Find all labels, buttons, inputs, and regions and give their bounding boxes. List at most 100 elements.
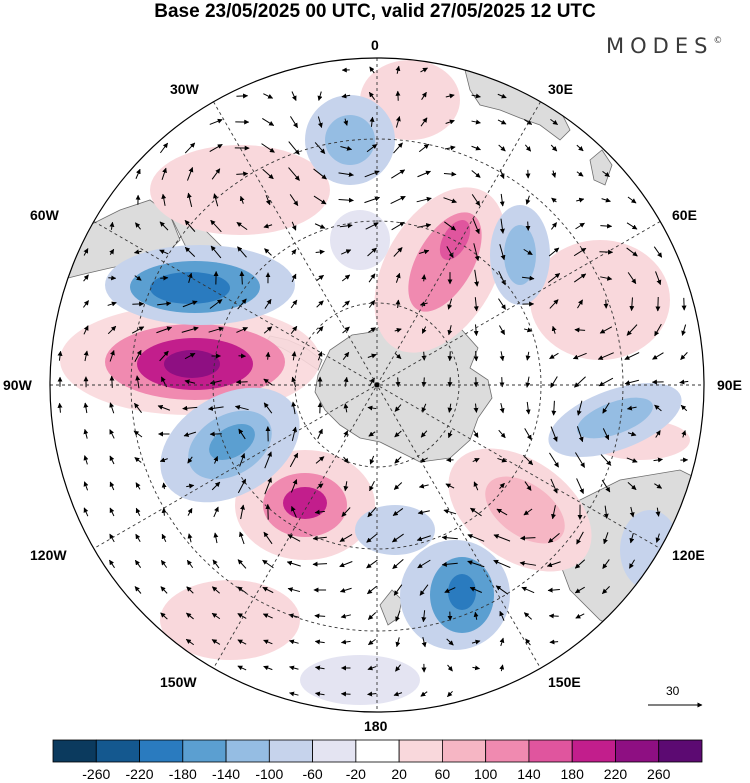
wind-vector <box>316 326 324 334</box>
wind-vector <box>369 455 375 465</box>
wind-vector <box>549 639 559 645</box>
south-pole-marker <box>374 382 380 388</box>
wind-vector <box>597 352 614 360</box>
wind-vector <box>498 144 506 152</box>
wind-vector <box>263 378 273 386</box>
wind-vector <box>629 506 635 518</box>
wind-vector <box>236 221 248 231</box>
wind-vector <box>313 168 327 180</box>
wind-vector <box>236 93 249 99</box>
wind-vector <box>601 479 611 493</box>
wind-vector <box>680 404 688 412</box>
wind-vector <box>626 222 638 230</box>
wind-vector <box>599 249 614 255</box>
wind-vector <box>395 272 401 283</box>
wind-vector <box>159 142 169 154</box>
wind-vector <box>339 223 353 229</box>
wind-vector <box>471 145 481 151</box>
wind-vector <box>264 298 272 309</box>
wind-vector <box>525 195 531 205</box>
wind-vector <box>288 639 299 645</box>
wind-vector <box>209 118 223 125</box>
map-title: Base 23/05/2025 00 UTC, valid 27/05/2025… <box>154 1 596 22</box>
modes-logo: MODES© <box>606 34 722 58</box>
wind-vector <box>135 482 141 490</box>
wind-vector <box>394 430 402 438</box>
wind-vector <box>262 613 273 619</box>
colorbar-swatch <box>52 739 97 763</box>
wind-vector <box>286 560 301 567</box>
wind-vector <box>523 248 533 256</box>
wind-vector <box>655 271 662 286</box>
wind-vector <box>235 379 248 385</box>
longitude-label-60w: 60W <box>30 207 59 223</box>
wind-vector <box>239 453 246 467</box>
anomaly-negative <box>504 225 536 285</box>
wind-vector <box>342 300 350 308</box>
wind-vector <box>421 326 427 334</box>
wind-vector <box>497 457 508 463</box>
wind-vector <box>209 143 223 153</box>
wind-vector <box>445 119 455 125</box>
wind-vector <box>472 458 480 463</box>
anomaly-negative <box>150 272 230 304</box>
anomaly-positive <box>283 487 327 519</box>
wind-vector <box>523 508 533 516</box>
wind-vector <box>574 376 586 388</box>
anomaly-negative <box>620 510 680 590</box>
wind-vector <box>237 298 247 310</box>
longitude-label-90w: 90W <box>3 377 32 393</box>
wind-vector <box>498 325 506 335</box>
colorbar-tick-label: -180 <box>169 766 197 782</box>
wind-vector <box>551 222 557 230</box>
wind-vector <box>187 507 193 516</box>
colorbar-swatch <box>398 739 443 763</box>
wind-vector <box>471 194 481 207</box>
wind-vector <box>83 300 89 308</box>
wind-vector <box>446 638 454 646</box>
wind-vector <box>420 117 428 127</box>
wind-vector <box>368 299 376 308</box>
wind-vector <box>447 298 453 310</box>
wind-vector <box>573 247 587 257</box>
wind-vector <box>602 402 610 414</box>
wind-vector <box>365 222 379 230</box>
wind-vector <box>107 301 117 307</box>
wind-vector <box>549 452 559 468</box>
wind-vector <box>213 506 219 518</box>
wind-vector <box>207 405 224 411</box>
longitude-label-180: 180 <box>364 718 388 734</box>
wind-vector <box>467 534 485 542</box>
wind-vector <box>239 271 245 285</box>
wind-vector <box>366 559 378 569</box>
wind-vector <box>473 297 479 312</box>
wind-vector <box>211 612 221 620</box>
wind-vector <box>551 197 557 203</box>
wind-vector <box>238 428 246 440</box>
wind-vector <box>343 430 349 438</box>
colorbar-tick-label: -260 <box>82 766 110 782</box>
wind-vector <box>83 325 89 335</box>
wind-vector <box>525 638 531 646</box>
wind-vector <box>654 323 662 337</box>
wind-vector <box>473 403 479 413</box>
wind-vector <box>134 349 142 362</box>
wind-vector <box>550 478 558 494</box>
wind-vector <box>291 273 297 283</box>
wind-vector <box>109 481 115 491</box>
wind-vector <box>157 405 171 411</box>
longitude-label-120e: 120E <box>672 547 705 563</box>
longitude-label-120w: 120W <box>30 547 67 563</box>
wind-vector <box>680 352 688 361</box>
wind-vector <box>390 195 406 205</box>
wind-vector <box>393 482 403 490</box>
wind-vector <box>629 297 635 312</box>
wind-vector <box>497 93 507 99</box>
wind-vector <box>447 430 453 439</box>
wind-vector <box>186 612 194 620</box>
wind-vector <box>550 118 558 126</box>
colorbar-tick-label: -140 <box>212 766 240 782</box>
wind-vector <box>627 272 637 285</box>
wind-vector <box>368 273 376 283</box>
wind-vector <box>159 249 169 255</box>
